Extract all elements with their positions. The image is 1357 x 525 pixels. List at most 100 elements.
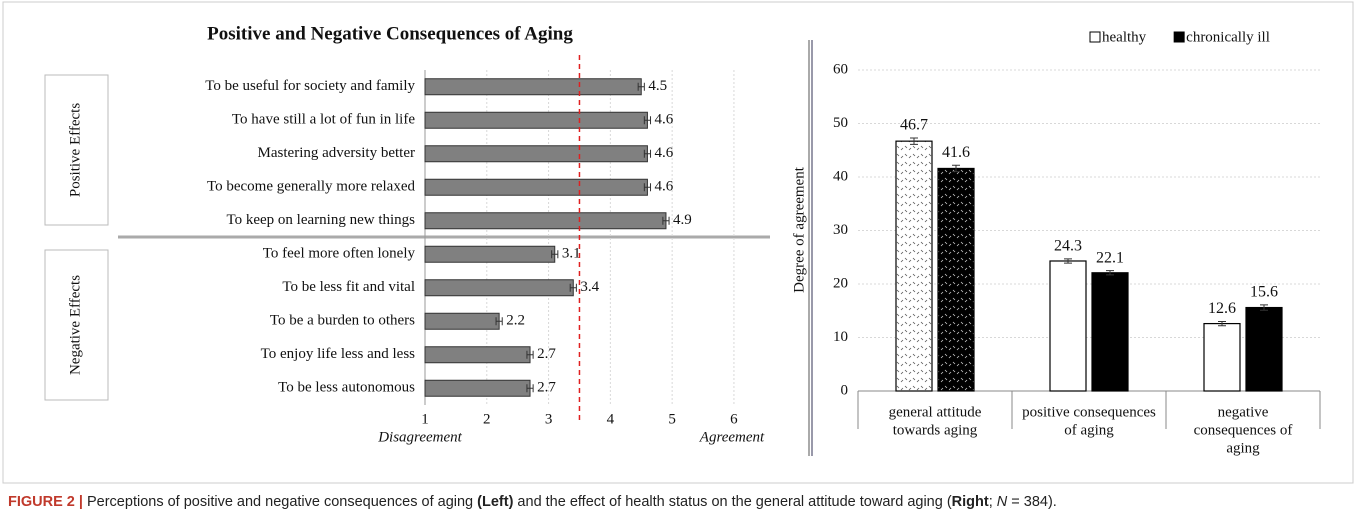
caption-part: (Left) — [477, 494, 514, 510]
left-title: Positive and Negative Consequences of Ag… — [207, 23, 573, 44]
x-tick-label: 5 — [668, 411, 676, 427]
x-tick-label: negative — [1218, 404, 1269, 420]
bar — [1049, 260, 1087, 392]
error-bar — [569, 283, 577, 292]
x-tick-label: of aging — [1064, 422, 1114, 438]
x-tick-label: aging — [1226, 440, 1260, 456]
error-bar — [495, 317, 503, 326]
bar — [895, 140, 933, 392]
error-bar — [1260, 304, 1268, 311]
y-tick-label: 60 — [833, 61, 848, 77]
category-label: To feel more often lonely — [263, 246, 416, 262]
x-tick-label: 4 — [607, 411, 615, 427]
value-label: 24.3 — [1054, 238, 1082, 255]
error-bar — [910, 137, 918, 145]
value-label: 3.4 — [580, 279, 599, 295]
category-label: To become generally more relaxed — [207, 179, 416, 195]
group-box — [44, 74, 109, 226]
legend-swatch — [1089, 31, 1101, 43]
value-label: 12.6 — [1208, 300, 1236, 317]
value-label: 2.2 — [506, 313, 525, 329]
bar — [424, 279, 574, 297]
legend-label: chronically ill — [1186, 29, 1270, 45]
y-tick-label: 0 — [841, 382, 849, 398]
y-tick-label: 30 — [833, 222, 848, 238]
caption: FIGURE 2 | Perceptions of positive and n… — [8, 494, 1353, 510]
value-label: 4.6 — [655, 145, 674, 161]
x-tick-label: 3 — [545, 411, 553, 427]
legend-swatch — [1173, 31, 1185, 43]
caption-part: Right — [951, 494, 989, 510]
group-box — [44, 249, 109, 401]
value-label: 15.6 — [1250, 284, 1278, 301]
value-label: 41.6 — [942, 144, 970, 161]
bar — [424, 178, 648, 196]
y-tick-label: 10 — [833, 329, 848, 345]
category-label: To have still a lot of fun in life — [232, 112, 415, 128]
error-bar — [662, 216, 670, 225]
error-bar — [526, 350, 534, 359]
error-bar — [643, 149, 652, 158]
error-bar — [1064, 258, 1072, 264]
y-axis-label: Degree of agreement — [791, 166, 807, 293]
category-label: To be less autonomous — [278, 380, 415, 396]
x-tick-label: general attitude — [889, 404, 982, 420]
caption-part: FIGURE 2 | — [8, 494, 83, 510]
bar — [424, 78, 642, 96]
category-label: Mastering adversity better — [258, 145, 415, 161]
caption-part: ; — [988, 494, 997, 510]
category-label: To enjoy life less and less — [261, 346, 415, 362]
y-tick-label: 50 — [833, 115, 848, 131]
value-label: 3.1 — [562, 246, 581, 262]
bar — [424, 212, 667, 230]
error-bar — [643, 183, 652, 192]
error-bar — [637, 82, 645, 91]
bar — [424, 346, 531, 364]
value-label: 2.7 — [537, 380, 556, 396]
x-tick-label: towards aging — [893, 422, 978, 438]
figure-border — [2, 1, 1354, 484]
category-label: To be useful for society and family — [205, 78, 415, 94]
bar — [937, 167, 975, 392]
category-label: To be a burden to others — [270, 313, 415, 329]
error-bar — [952, 164, 960, 173]
bar — [424, 145, 648, 163]
category-label: To keep on learning new things — [227, 212, 416, 228]
error-bar — [526, 384, 534, 393]
x-tick-label: 1 — [421, 411, 429, 427]
error-bar — [643, 116, 652, 125]
group-label: Negative Effects — [67, 275, 83, 375]
legend-label: healthy — [1102, 29, 1147, 45]
value-label: 22.1 — [1096, 249, 1124, 266]
value-label: 4.5 — [648, 78, 667, 94]
y-tick-label: 20 — [833, 275, 848, 291]
bar — [424, 245, 556, 263]
x-label-left: Disagreement — [377, 429, 462, 445]
bar — [1245, 306, 1283, 392]
x-tick-label: consequences of — [1194, 422, 1293, 438]
group-label: Positive Effects — [67, 103, 83, 197]
x-label-right: Agreement — [699, 429, 765, 445]
x-tick-label: positive consequences — [1022, 404, 1156, 420]
value-label: 4.6 — [655, 112, 674, 128]
bar — [424, 312, 500, 330]
bar — [1203, 322, 1241, 392]
bar — [1091, 272, 1129, 392]
value-label: 2.7 — [537, 346, 556, 362]
value-label: 46.7 — [900, 117, 928, 134]
error-bar — [1218, 320, 1226, 327]
value-label: 4.6 — [655, 179, 674, 195]
error-bar — [1106, 270, 1114, 276]
caption-part: N — [996, 494, 1008, 510]
caption-part: and the effect of health status on the g… — [513, 494, 952, 510]
x-tick-label: 6 — [730, 411, 738, 427]
value-label: 4.9 — [673, 212, 692, 228]
caption-part: = 384). — [1007, 494, 1057, 510]
y-tick-label: 40 — [833, 168, 848, 184]
bar — [424, 379, 531, 397]
bar — [424, 111, 648, 129]
figure: Positive and Negative Consequences of Ag… — [2, 1, 1354, 484]
x-tick-label: 2 — [483, 411, 491, 427]
error-bar — [551, 250, 559, 259]
caption-part: Perceptions of positive and negative con… — [82, 494, 478, 510]
